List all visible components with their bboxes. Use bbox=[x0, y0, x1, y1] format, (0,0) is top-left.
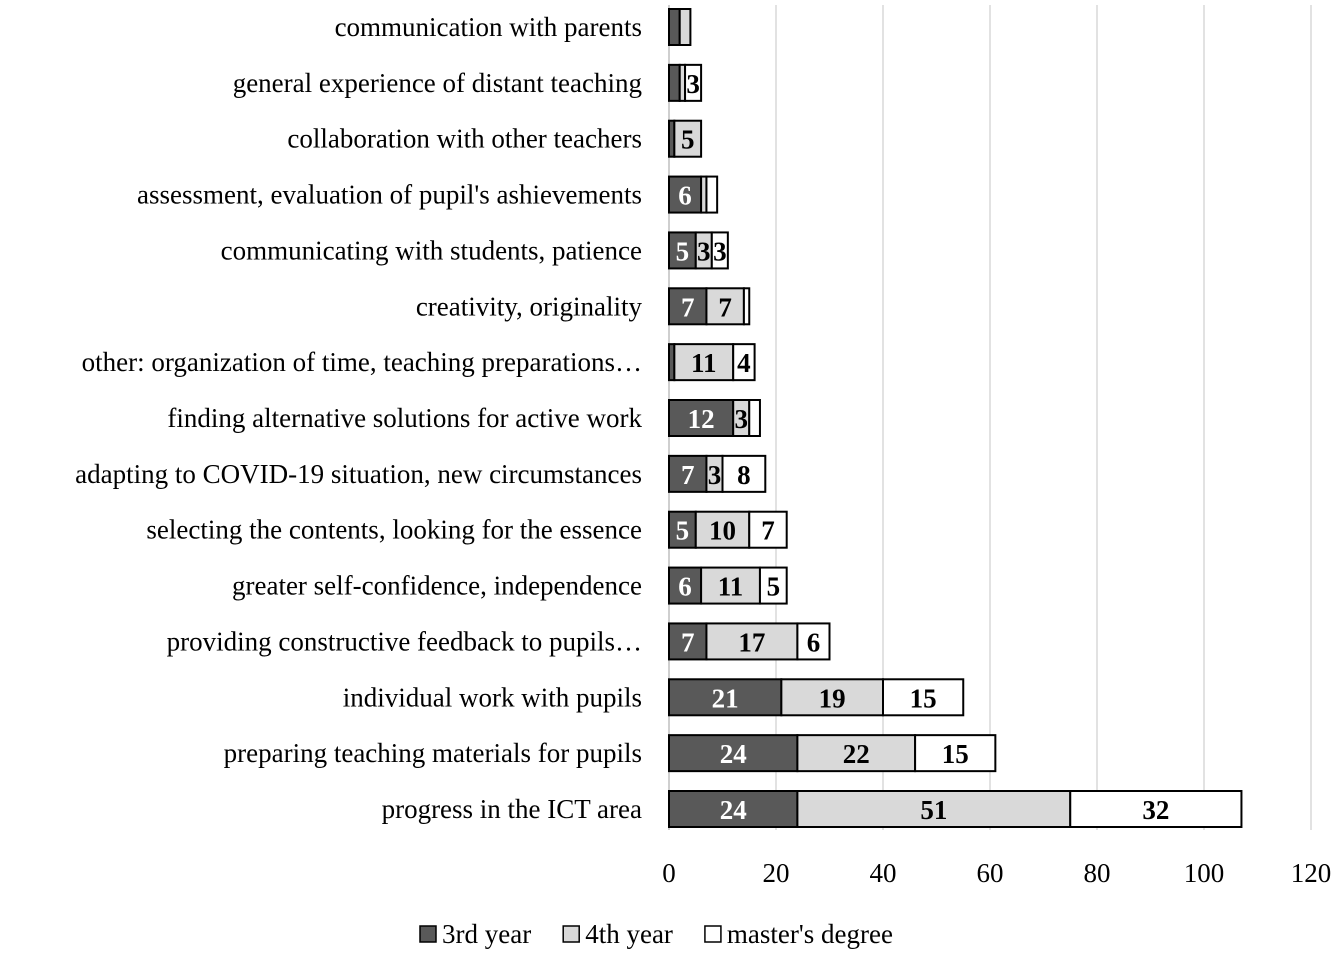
data-label: 22 bbox=[843, 739, 870, 769]
x-tick-label: 120 bbox=[1291, 858, 1332, 888]
bar-segment bbox=[673, 343, 735, 382]
category-label: finding alternative solutions for active… bbox=[167, 403, 642, 433]
data-label: 17 bbox=[738, 627, 765, 657]
bar-segment bbox=[668, 399, 735, 437]
bar-segment bbox=[914, 734, 997, 773]
bar-segment bbox=[758, 566, 788, 605]
data-label: 3 bbox=[734, 404, 748, 434]
x-tick-label: 20 bbox=[763, 858, 790, 888]
bar-segment bbox=[694, 510, 751, 549]
category-label: preparing teaching materials for pupils bbox=[224, 738, 642, 768]
bar-segment bbox=[668, 8, 681, 46]
data-label: 8 bbox=[737, 460, 751, 490]
data-label: 4 bbox=[737, 348, 751, 378]
bar-segment bbox=[668, 566, 703, 605]
data-label: 7 bbox=[761, 516, 775, 546]
data-label: 3 bbox=[713, 236, 727, 266]
data-label: 11 bbox=[691, 348, 717, 378]
bar-segment bbox=[684, 63, 703, 102]
legend-swatch bbox=[419, 925, 437, 943]
data-label: 19 bbox=[819, 683, 846, 713]
x-tick-label: 80 bbox=[1084, 858, 1111, 888]
bar-segment bbox=[721, 454, 767, 493]
data-label: 7 bbox=[718, 292, 732, 322]
bar-segment bbox=[748, 399, 761, 437]
data-label: 15 bbox=[910, 683, 937, 713]
category-label: assessment, evaluation of pupil's ashiev… bbox=[137, 180, 642, 210]
bar-segment bbox=[1069, 790, 1243, 828]
x-tick-label: 60 bbox=[977, 858, 1004, 888]
data-label: 3 bbox=[686, 69, 700, 99]
category-label: general experience of distant teaching bbox=[233, 68, 642, 98]
x-tick-label: 100 bbox=[1184, 858, 1225, 888]
legend-label: 4th year bbox=[585, 919, 673, 949]
data-label: 15 bbox=[942, 739, 969, 769]
category-label: individual work with pupils bbox=[343, 682, 642, 712]
legend-label: 3rd year bbox=[442, 919, 531, 949]
data-label: 32 bbox=[1142, 795, 1169, 825]
data-label: 21 bbox=[712, 683, 739, 713]
data-label: 7 bbox=[681, 627, 695, 657]
bar-segment bbox=[668, 510, 697, 549]
category-label: creativity, originality bbox=[416, 291, 643, 321]
bar-segment bbox=[668, 231, 697, 270]
x-tick-label: 40 bbox=[870, 858, 897, 888]
data-label: 3 bbox=[697, 236, 711, 266]
bar-segment bbox=[732, 343, 756, 382]
category-label: greater self-confidence, independence bbox=[232, 571, 642, 601]
bar-segment bbox=[742, 287, 751, 326]
bar-segment bbox=[668, 287, 708, 326]
data-label: 5 bbox=[767, 572, 781, 602]
category-label: selecting the contents, looking for the … bbox=[146, 515, 642, 545]
bar-segment bbox=[796, 622, 831, 661]
data-label: 7 bbox=[681, 460, 695, 490]
legend-swatch bbox=[704, 925, 722, 943]
bar-segment bbox=[668, 63, 681, 102]
bar-segment bbox=[882, 678, 965, 717]
bar-segment bbox=[668, 454, 708, 493]
data-label: 11 bbox=[718, 572, 744, 602]
data-label: 24 bbox=[720, 739, 747, 769]
data-label: 5 bbox=[681, 125, 695, 155]
data-label: 5 bbox=[676, 516, 690, 546]
category-label: communication with parents bbox=[335, 12, 642, 42]
data-label: 6 bbox=[678, 181, 692, 211]
data-label: 10 bbox=[709, 516, 736, 546]
category-label: adapting to COVID-19 situation, new circ… bbox=[75, 459, 642, 489]
category-label: communicating with students, patience bbox=[221, 235, 642, 265]
bar-segment bbox=[673, 119, 703, 158]
data-label: 24 bbox=[720, 795, 747, 825]
bar-segment bbox=[705, 287, 745, 326]
bar-segment bbox=[678, 8, 692, 46]
data-label: 3 bbox=[708, 460, 722, 490]
bar-segment bbox=[748, 510, 788, 549]
bar-segment bbox=[710, 231, 729, 270]
bar-segment bbox=[668, 734, 799, 773]
bar-segment bbox=[705, 175, 719, 214]
data-label: 7 bbox=[681, 292, 695, 322]
category-label: collaboration with other teachers bbox=[287, 124, 642, 154]
data-label: 6 bbox=[678, 572, 692, 602]
x-tick-label: 0 bbox=[662, 858, 676, 888]
category-label: other: organization of time, teaching pr… bbox=[82, 347, 642, 377]
data-label: 5 bbox=[676, 236, 690, 266]
data-label: 6 bbox=[807, 627, 821, 657]
category-label: progress in the ICT area bbox=[382, 794, 642, 824]
bar-segment bbox=[700, 566, 761, 605]
category-label: providing constructive feedback to pupil… bbox=[167, 626, 642, 656]
data-label: 51 bbox=[920, 795, 947, 825]
bar-segment bbox=[796, 734, 917, 773]
bar-segment bbox=[780, 678, 884, 717]
data-label: 12 bbox=[688, 404, 715, 434]
bar-segment bbox=[668, 678, 783, 717]
legend-label: master's degree bbox=[727, 919, 893, 949]
legend-swatch bbox=[562, 925, 580, 943]
